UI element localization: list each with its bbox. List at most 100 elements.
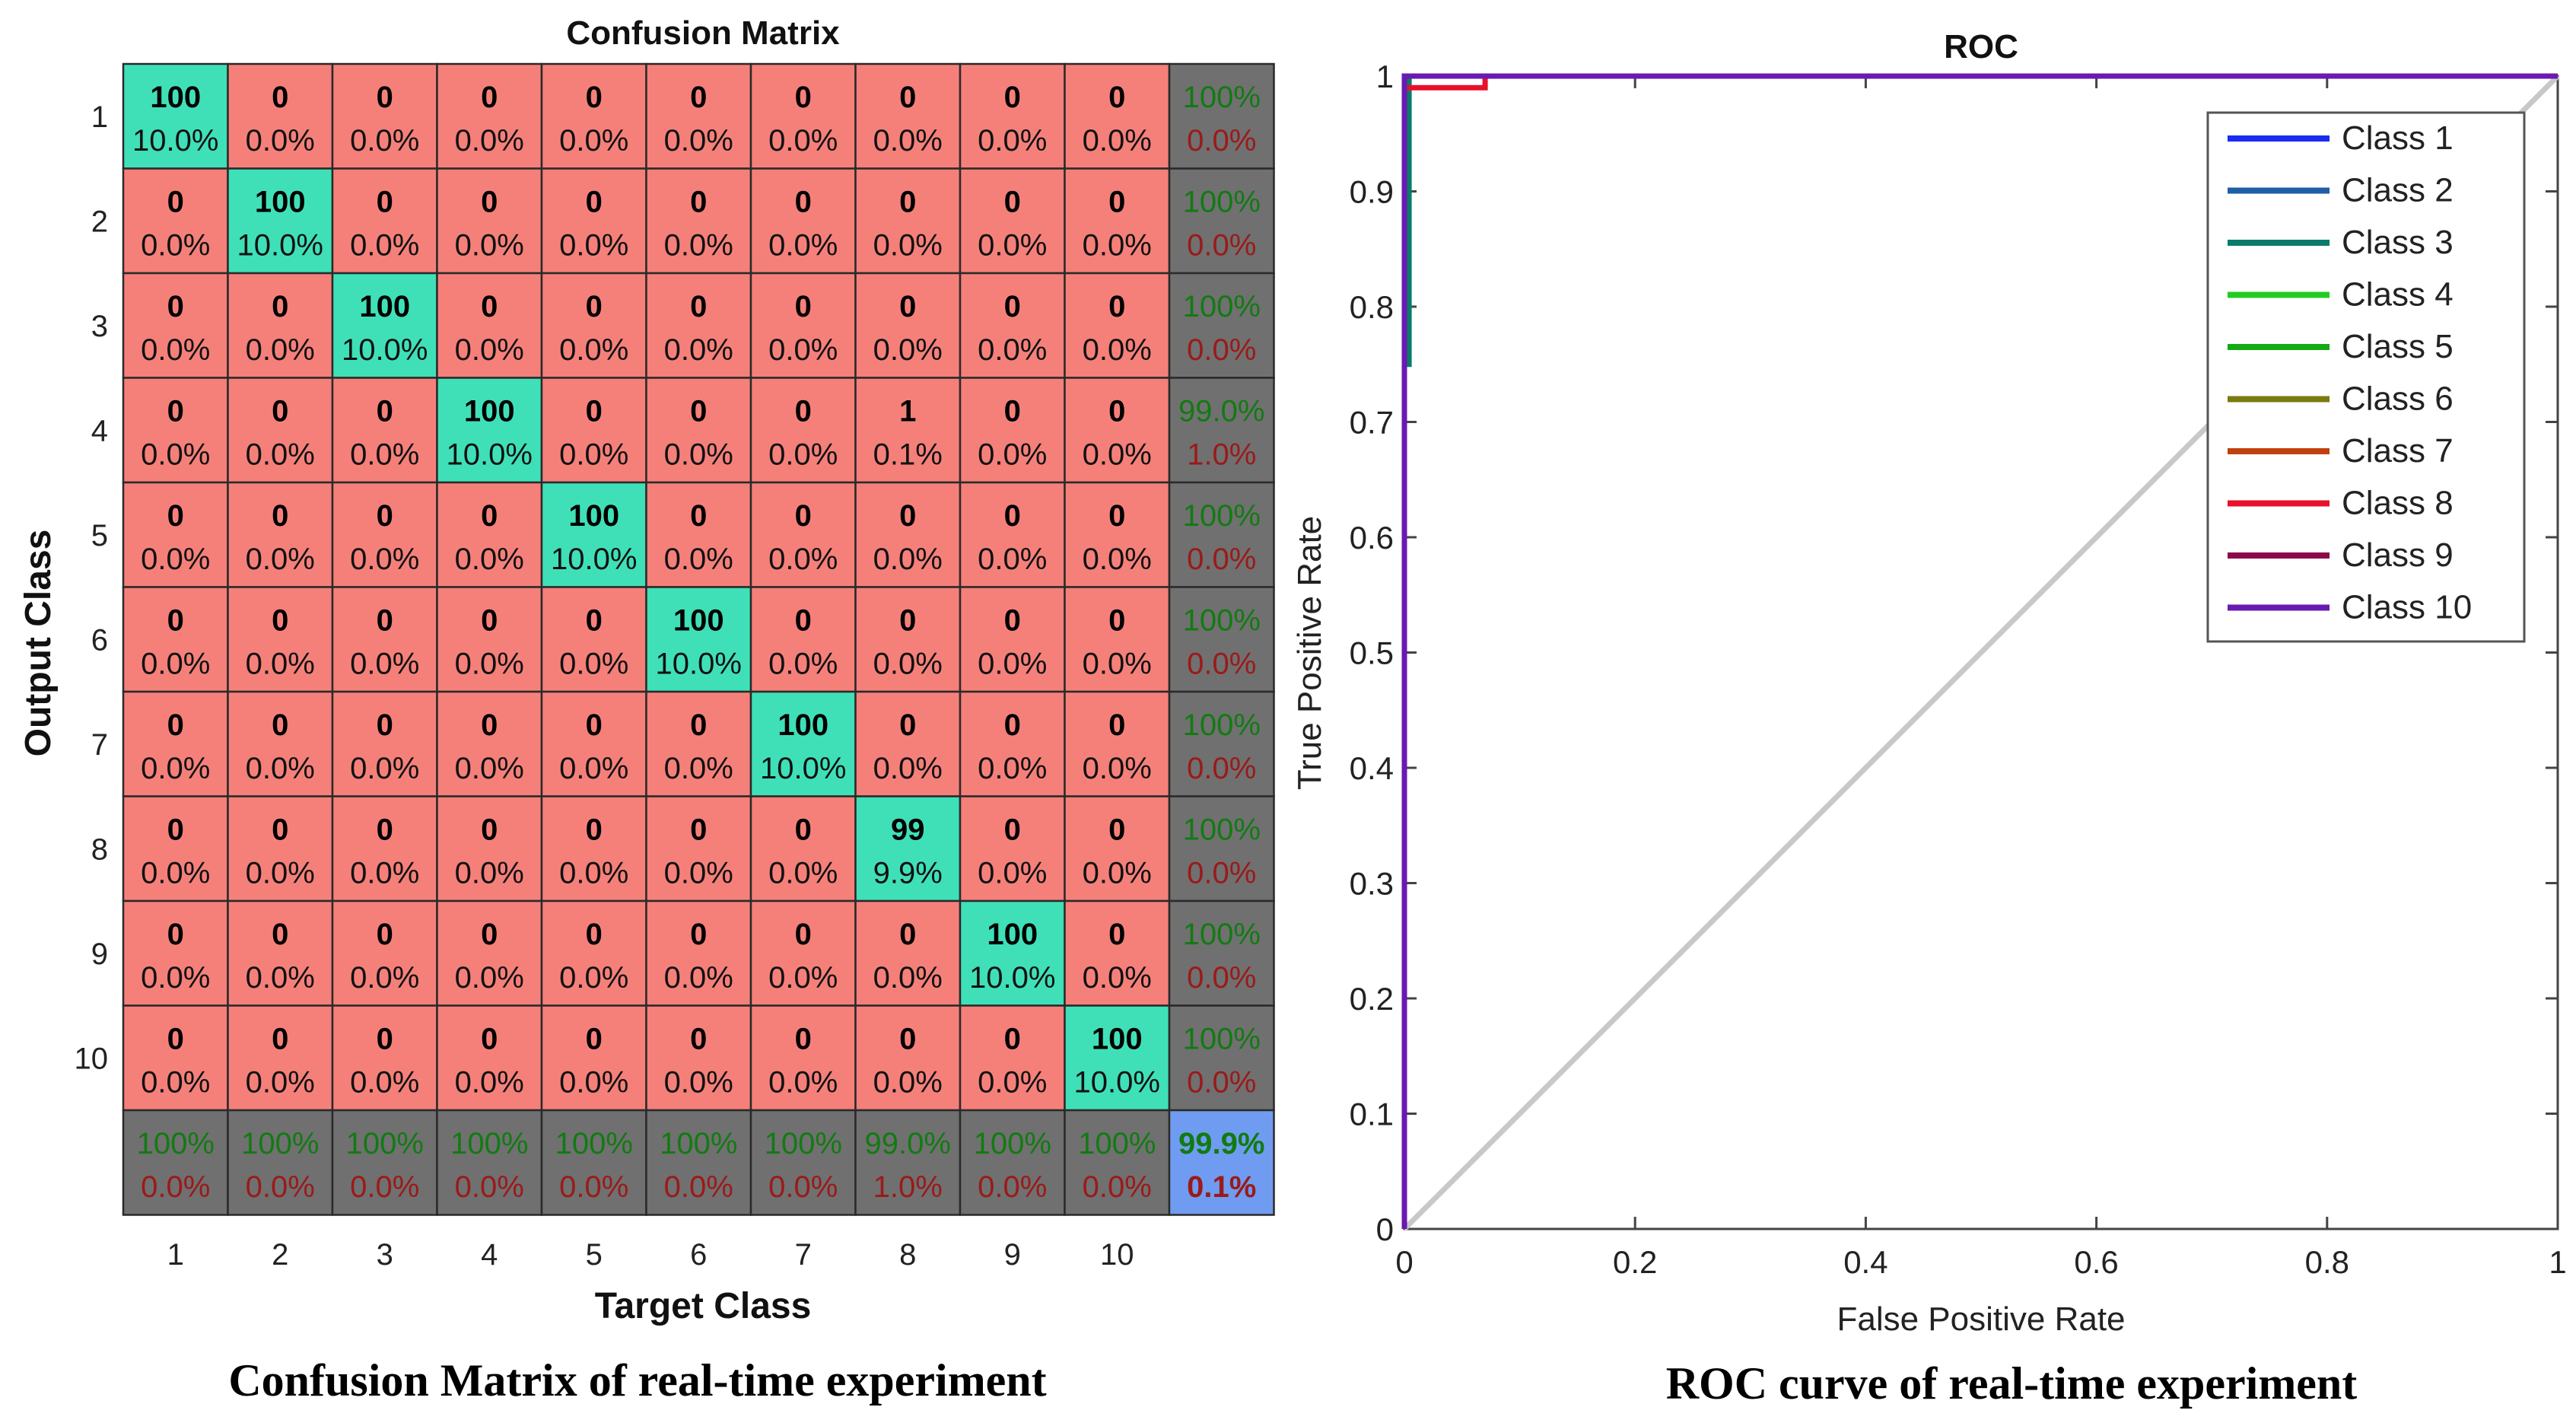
roc-y-tick-label: 0.5: [1350, 635, 1394, 671]
cm-y-tick-label: 3: [91, 310, 108, 343]
roc-y-tick-label: 0.7: [1350, 405, 1394, 441]
cm-cell-percent-r9-c6: 0.0%: [664, 961, 733, 995]
cm-y-ticks: 1 2 3 4 5 6 7 8 9 10: [75, 100, 109, 1076]
cm-x-tick-label: 5: [586, 1238, 603, 1272]
cm-cell-value-r6-c5: 0: [586, 604, 603, 638]
cm-cell-value-r10-c4: 0: [481, 1023, 498, 1056]
cm-cell-percent-r4-c5: 0.0%: [559, 438, 628, 472]
legend-label-class-6: Class 6: [2342, 380, 2454, 418]
cm-cell-r7-c2: [227, 690, 334, 797]
cm-cell-percent-r6-c8: 0.0%: [873, 648, 943, 681]
cm-cell-value-r7-c2: 0: [272, 708, 288, 742]
cm-cell-r4-c3: [331, 377, 438, 484]
cm-cell-r7-c1: [122, 690, 229, 797]
cm-cell-r5-c1: [122, 481, 229, 588]
cm-cell-percent-r7-c5: 0.0%: [559, 752, 628, 785]
cm-cell-value-r1-c2: 0: [272, 81, 288, 114]
cm-cell-value-r2-c9: 0: [1004, 186, 1021, 219]
cm-cell-value-r1-c10: 0: [1108, 81, 1125, 114]
roc-panel: ROC 0 0.2 0.4 0.6 0.8 1 0 0.1 0.2 0.3 0.4 0.5 0.6 0.7…: [1291, 28, 2567, 1409]
cm-cell-r8-c4: [436, 795, 543, 903]
cm-cell-value-r4-c7: 0: [795, 395, 812, 428]
cm-cell-percent-r8-c1: 0.0%: [141, 857, 210, 890]
cm-cell-r7-c4: [436, 690, 543, 797]
roc-x-tick-label: 0.6: [2074, 1244, 2118, 1280]
cm-cell-r3-c5: [540, 272, 647, 379]
cm-cell-value-r4-c10: 0: [1108, 395, 1125, 428]
cm-x-tick-label: 3: [377, 1238, 393, 1272]
cm-col-summary-value-r11-c1: 100%: [137, 1127, 215, 1160]
cm-cell-percent-r2-c2: 10.0%: [237, 229, 323, 263]
roc-y-tick-label: 0.9: [1350, 174, 1394, 210]
cm-cell-value-r3-c6: 0: [690, 290, 707, 323]
cm-cell-value-r9-c10: 0: [1108, 918, 1125, 951]
roc-x-tick-label: 1: [2549, 1244, 2566, 1280]
cm-cell-value-r9-c8: 0: [899, 918, 916, 951]
cm-x-tick-label: 9: [1004, 1238, 1021, 1272]
cm-cell-percent-r4-c2: 0.0%: [246, 438, 315, 472]
roc-legend: Class 1 Class 2 Class 3 Class 4 Class 5 Class…: [2206, 111, 2526, 643]
cm-cell-percent-r8-c5: 0.0%: [559, 857, 628, 890]
cm-cell-value-r9-c6: 0: [690, 918, 707, 951]
cm-col-summary-percent-r11-c8: 1.0%: [873, 1170, 943, 1204]
cm-cell-r9-c6: [645, 899, 752, 1007]
cm-cell-percent-r2-c6: 0.0%: [664, 229, 733, 263]
cm-cell-percent-r1-c4: 0.0%: [455, 124, 524, 158]
cm-cell-percent-r1-c7: 0.0%: [768, 124, 838, 158]
cm-cell-percent-r4-c7: 0.0%: [768, 438, 838, 472]
legend-label-class-4: Class 4: [2342, 276, 2454, 314]
cm-y-tick-label: 8: [91, 832, 108, 866]
cm-row-summary-value-r8-c11: 100%: [1183, 813, 1261, 847]
cm-cell-percent-r6-c7: 0.0%: [768, 648, 838, 681]
cm-cell-value-r10-c9: 0: [1004, 1023, 1021, 1056]
cm-cell-value-r4-c9: 0: [1004, 395, 1021, 428]
cm-row-summary-r1-c11: [1168, 62, 1275, 170]
cm-cells: 100 10.0% 0 0.0% 0 0.0% 0 0.0% 0 0.0% 0 0.0% 0 0.0% 0 0…: [122, 62, 1275, 1216]
cm-cell-value-r6-c4: 0: [481, 604, 498, 638]
cm-cell-percent-r6-c5: 0.0%: [559, 648, 628, 681]
cm-cell-value-r8-c10: 0: [1108, 813, 1125, 847]
cm-y-tick-label: 7: [91, 728, 108, 762]
cm-cell-value-r1-c7: 0: [795, 81, 812, 114]
cm-cell-value-r10-c5: 0: [586, 1023, 603, 1056]
cm-overall-percent-r11-c11: 0.1%: [1187, 1170, 1256, 1204]
cm-cell-value-r5-c10: 0: [1108, 499, 1125, 533]
cm-row-summary-percent-r7-c11: 0.0%: [1187, 752, 1256, 785]
cm-cell-percent-r10-c6: 0.0%: [664, 1066, 733, 1100]
cm-cell-r10-c1: [122, 1004, 229, 1112]
confusion-matrix-panel: Confusion Matrix 100 10.0% 0 0.0% 0 0.0% 0 0.0%…: [18, 14, 1275, 1405]
cm-cell-r3-c3: [331, 272, 438, 379]
cm-cell-r5-c3: [331, 481, 438, 588]
cm-cell-percent-r10-c5: 0.0%: [559, 1066, 628, 1100]
cm-col-summary-percent-r11-c3: 0.0%: [350, 1170, 419, 1204]
cm-cell-r3-c1: [122, 272, 229, 379]
cm-row-summary-r9-c11: [1168, 899, 1275, 1007]
cm-cell-r1-c6: [645, 62, 752, 170]
cm-x-tick-label: 6: [690, 1238, 707, 1272]
cm-cell-percent-r8-c3: 0.0%: [350, 857, 419, 890]
cm-cell-r2-c1: [122, 167, 229, 275]
cm-row-summary-value-r3-c11: 100%: [1183, 290, 1261, 323]
cm-caption: Confusion Matrix of real-time experiment: [228, 1355, 1046, 1405]
cm-cell-value-r2-c8: 0: [899, 186, 916, 219]
cm-cell-value-r3-c8: 0: [899, 290, 916, 323]
cm-title: Confusion Matrix: [566, 14, 840, 52]
legend-label-class-9: Class 9: [2342, 536, 2454, 574]
cm-col-summary-value-r11-c3: 100%: [346, 1127, 424, 1160]
cm-cell-percent-r1-c5: 0.0%: [559, 124, 628, 158]
cm-col-summary-r11-c10: [1064, 1109, 1171, 1216]
cm-cell-percent-r10-c1: 0.0%: [141, 1066, 210, 1100]
cm-cell-value-r7-c3: 0: [377, 708, 393, 742]
cm-col-summary-r11-c6: [645, 1109, 752, 1216]
cm-cell-r4-c9: [959, 377, 1066, 484]
cm-row-summary-value-r5-c11: 100%: [1183, 499, 1261, 533]
cm-cell-percent-r4-c4: 10.0%: [447, 438, 533, 472]
cm-cell-value-r1-c8: 0: [899, 81, 916, 114]
cm-col-summary-r11-c8: [854, 1109, 962, 1216]
cm-cell-value-r3-c3: 100: [359, 290, 410, 323]
cm-col-summary-percent-r11-c2: 0.0%: [246, 1170, 315, 1204]
cm-cell-r3-c9: [959, 272, 1066, 379]
cm-col-summary-r11-c1: [122, 1109, 229, 1216]
cm-cell-value-r1-c5: 0: [586, 81, 603, 114]
cm-overall-r11-c11: [1168, 1109, 1275, 1216]
